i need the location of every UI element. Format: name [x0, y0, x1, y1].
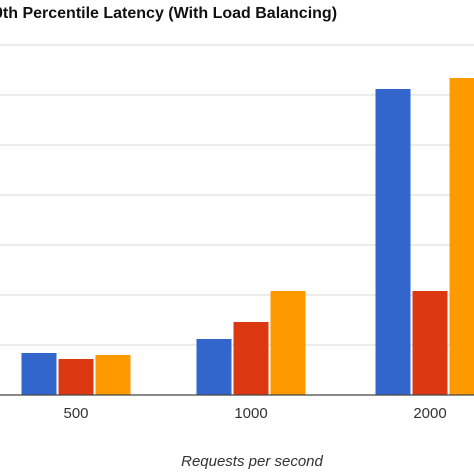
bars — [21, 78, 474, 395]
bar-500-series-3 — [95, 355, 131, 395]
x-tick-label: 2000 — [413, 405, 446, 422]
chart-title: 0th Percentile Latency (With Load Balanc… — [0, 5, 337, 22]
bar-1000-series-3 — [270, 291, 306, 395]
bar-2000-series-2 — [412, 291, 448, 395]
x-axis-label: Requests per second — [181, 453, 323, 470]
bar-2000-series-1 — [375, 89, 411, 395]
bar-2000-series-3 — [449, 78, 474, 395]
bar-500-series-1 — [21, 353, 57, 395]
bar-500-series-2 — [58, 359, 94, 395]
x-tick-label: 500 — [63, 405, 88, 422]
x-tick-label: 1000 — [234, 405, 267, 422]
gridlines — [0, 44, 474, 346]
x-tick-labels: 500 1000 2000 — [63, 405, 446, 422]
bar-1000-series-1 — [196, 339, 232, 395]
bar-1000-series-2 — [233, 322, 269, 395]
